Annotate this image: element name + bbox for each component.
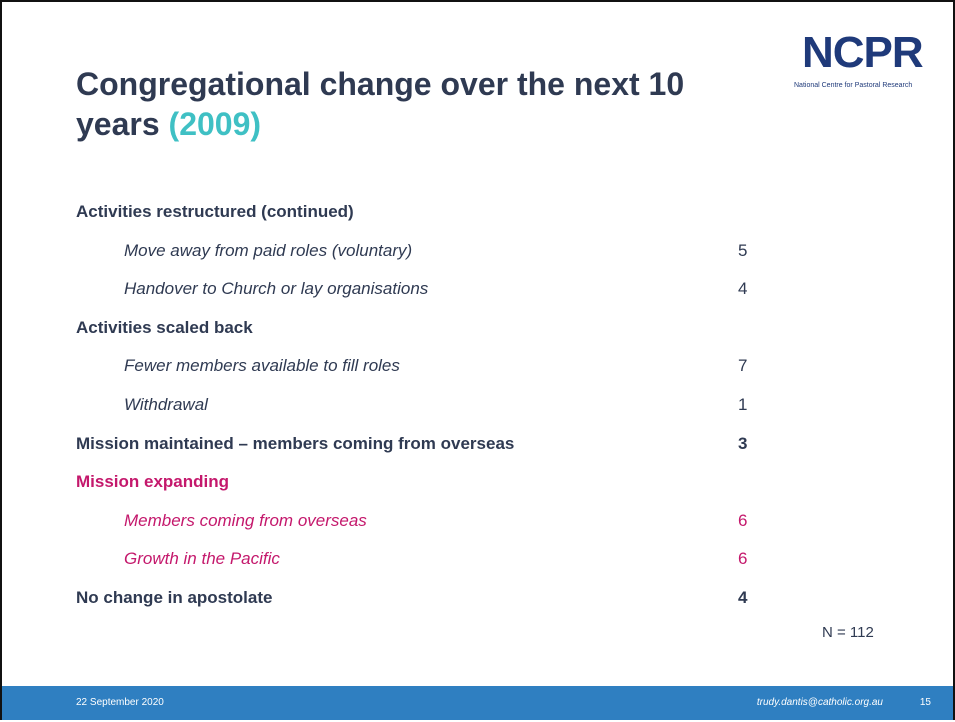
item-value: 4 [738, 279, 748, 299]
logo-name: NCPR [802, 28, 924, 77]
item-value: 6 [738, 549, 748, 569]
footer-email: trudy.dantis@catholic.org.au [756, 697, 883, 708]
section-heading: Mission expanding [76, 472, 230, 492]
title-block: Congregational change over the next 10 y… [76, 64, 716, 144]
footer-date: 22 September 2020 [76, 697, 164, 708]
item-label: Fewer members available to fill roles [124, 356, 400, 376]
page-number: 15 [919, 697, 931, 708]
item-label: Members coming from overseas [124, 510, 367, 530]
item-value: 6 [738, 510, 748, 530]
logo-subtitle: National Centre for Pastoral Research [794, 82, 913, 89]
item-value: 5 [738, 240, 748, 260]
title-year: (2009) [168, 106, 262, 142]
sample-size: N = 112 [822, 624, 874, 641]
item-value: 1 [738, 395, 748, 414]
item-label: Handover to Church or lay organisations [124, 279, 429, 299]
section-heading: No change in apostolate [76, 588, 273, 607]
section-heading: Activities scaled back [76, 317, 253, 337]
section-value: 4 [738, 588, 748, 607]
item-label: Growth in the Pacific [124, 549, 280, 569]
item-label: Withdrawal [124, 395, 208, 414]
item-label: Move away from paid roles (voluntary) [124, 240, 413, 260]
section-value: 3 [738, 433, 748, 453]
item-value: 7 [738, 356, 748, 376]
section-heading: Activities restructured (continued) [76, 202, 354, 221]
section-heading: Mission maintained – members coming from… [76, 433, 515, 453]
title: Congregational change over the next 10 y… [76, 66, 685, 142]
footer: 22 September 2020 trudy.dantis@catholic.… [2, 686, 953, 720]
